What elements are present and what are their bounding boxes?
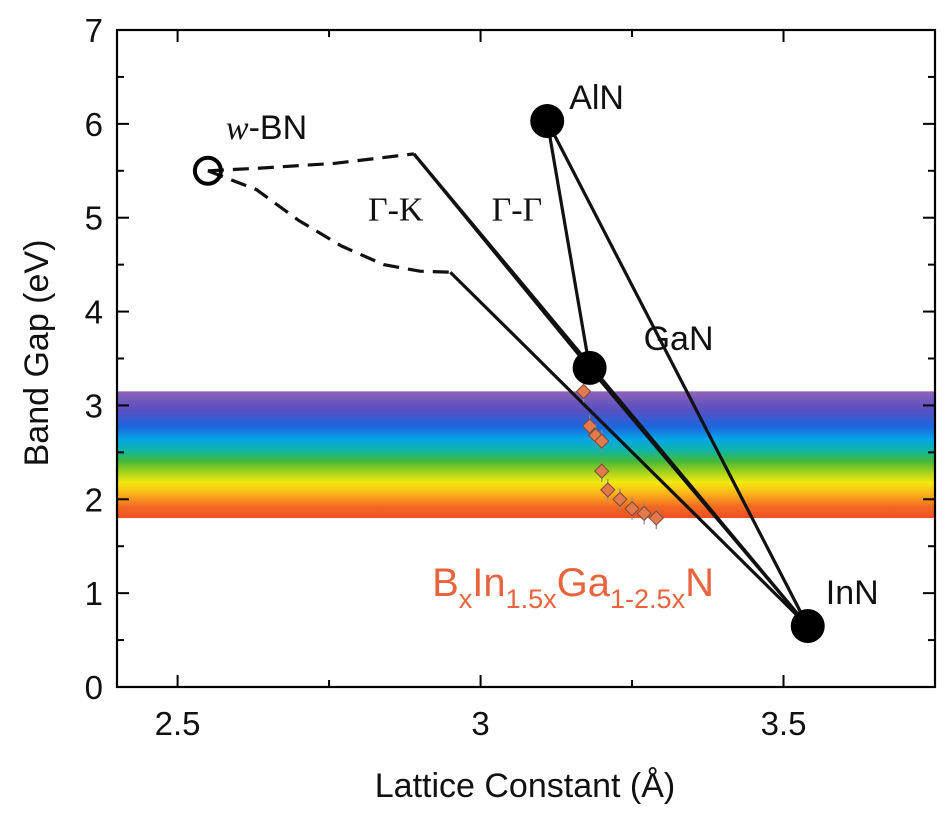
experimental-point bbox=[594, 430, 610, 453]
y-tick-label: 0 bbox=[85, 669, 103, 706]
experimental-point bbox=[575, 380, 592, 403]
solid-line-6 bbox=[449, 271, 809, 628]
experimental-point bbox=[624, 497, 640, 520]
solid-line-2 bbox=[545, 120, 810, 627]
experimental-point bbox=[581, 415, 598, 438]
spectrum-band-rect bbox=[117, 391, 935, 519]
annotation-label-2: Γ-Γ bbox=[492, 191, 543, 228]
experimental-point bbox=[600, 478, 616, 501]
x-axis-title: Lattice Constant (Å) bbox=[375, 767, 675, 805]
visible-spectrum-band bbox=[117, 391, 935, 519]
y-tick-label: 6 bbox=[85, 106, 103, 143]
experimental-point bbox=[612, 488, 628, 511]
y-tick-label: 2 bbox=[85, 481, 103, 518]
x-tick-label: 2.5 bbox=[155, 705, 201, 742]
plot-axes: 2.5 3 3.5 0 1 2 3 4 5 6 7 bbox=[85, 12, 937, 742]
dashed-line-1 bbox=[207, 152, 415, 173]
marker-w-bn bbox=[192, 155, 223, 186]
experimental-point bbox=[636, 502, 652, 525]
x-tick-label: 3.5 bbox=[761, 705, 807, 742]
annotation-label-1: Γ-K bbox=[368, 191, 424, 228]
marker-inn bbox=[790, 608, 825, 643]
marker-aln bbox=[530, 104, 565, 139]
compound-markers bbox=[192, 104, 825, 643]
y-tick-label: 1 bbox=[85, 575, 103, 612]
solid-line-1 bbox=[545, 120, 592, 369]
dashed-line-2 bbox=[207, 169, 451, 274]
formula-label: BxIn1.5xGa1-2.5xN bbox=[432, 561, 714, 614]
label-inn: InN bbox=[826, 574, 879, 612]
experimental-points bbox=[575, 380, 664, 530]
y-tick-label: 7 bbox=[85, 12, 103, 49]
y-tick-label: 4 bbox=[85, 294, 103, 331]
solid-line-5 bbox=[412, 152, 810, 628]
x-tick-label: 3 bbox=[471, 705, 489, 742]
label-w-bn: w-BN bbox=[226, 109, 307, 147]
alloy-lines bbox=[207, 120, 810, 628]
y-tick-label: 3 bbox=[85, 387, 103, 424]
point-labels: AlN GaN InN w-BN Γ-K Γ-Γ BxIn1.5xGa1-2.5xN bbox=[226, 79, 879, 614]
marker-gan bbox=[572, 350, 607, 385]
experimental-point bbox=[594, 460, 610, 483]
y-axis-title: Band Gap (eV) bbox=[18, 240, 56, 467]
label-gan: GaN bbox=[644, 320, 714, 358]
label-aln: AlN bbox=[569, 79, 624, 117]
y-tick-label: 5 bbox=[85, 200, 103, 237]
experimental-point bbox=[648, 507, 664, 530]
